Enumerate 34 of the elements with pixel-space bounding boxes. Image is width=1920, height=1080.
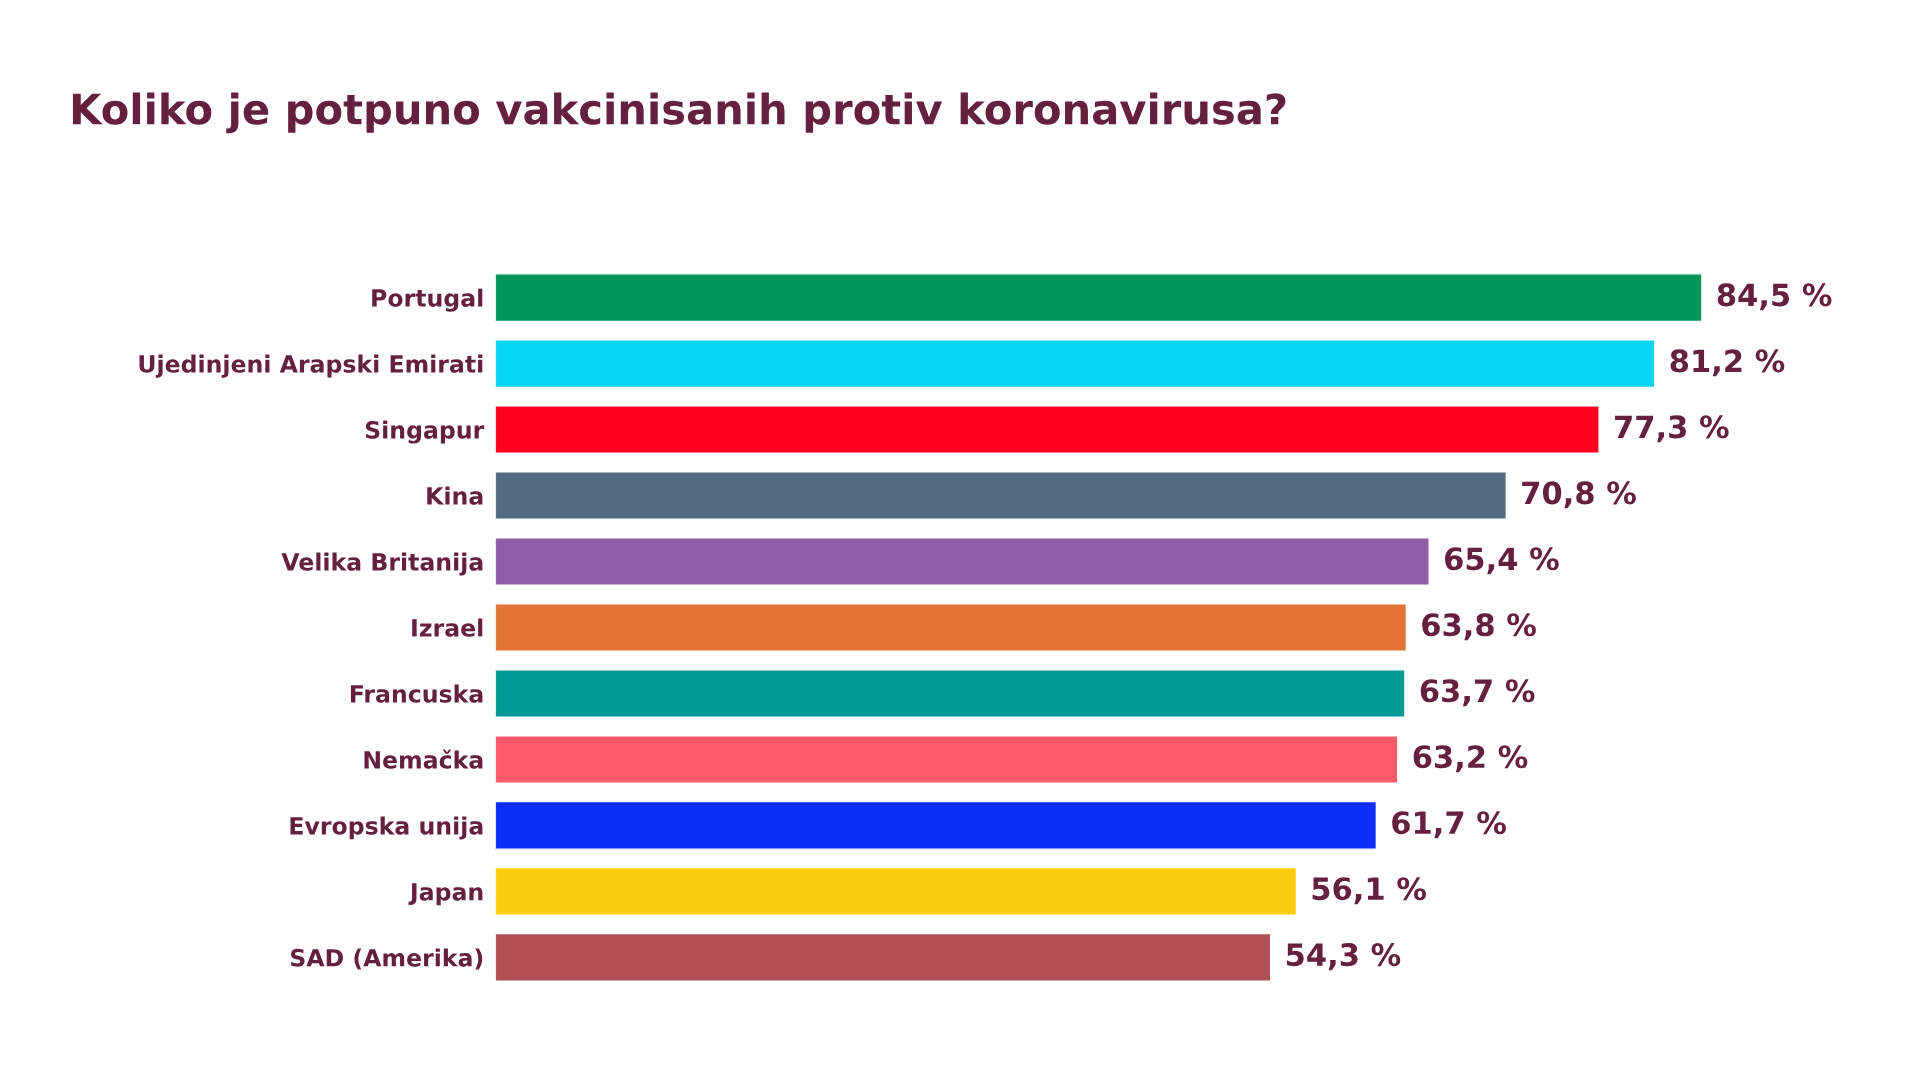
data-label: 61,7 % [1392, 811, 1506, 839]
bar [495, 603, 1408, 652]
data-label: 63,7 % [1420, 679, 1535, 707]
data-label: 84,5 % [1717, 283, 1832, 311]
y-tick-label: Singapur [365, 420, 485, 444]
y-tick-label: SAD (Amerika) [291, 948, 483, 970]
bar [495, 273, 1703, 323]
y-tick-label: Japan [408, 883, 483, 906]
y-tick-label: Portugal [372, 288, 483, 312]
bar [495, 734, 1399, 784]
bar [495, 866, 1298, 916]
bar [495, 471, 1508, 520]
data-label: 56,1 % [1312, 877, 1426, 905]
bar [495, 669, 1406, 718]
data-label: 70,8 % [1522, 481, 1636, 509]
data-label: 65,4 % [1444, 547, 1559, 575]
bar [495, 537, 1430, 586]
data-label: 81,2 % [1670, 349, 1785, 377]
data-label: 63,8 % [1422, 613, 1536, 641]
y-tick-label: Izrael [412, 618, 483, 637]
data-label: 77,3 % [1615, 415, 1729, 443]
chart-title: Koliko je potpuno vakcinisanih protiv koronavirusa? [72, 92, 1286, 134]
y-tick-label: Francuska [350, 684, 483, 703]
y-tick-label: Ujedinjeni Arapski Emirati [139, 354, 483, 378]
bar [495, 339, 1656, 389]
data-label: 63,2 % [1413, 745, 1528, 773]
y-tick-label: Nemačka [364, 749, 483, 769]
y-tick-label: Kina [427, 486, 483, 505]
bar [495, 800, 1378, 850]
y-tick-label: Evropska unija [290, 816, 483, 840]
bar [495, 405, 1600, 454]
bar [495, 932, 1272, 982]
data-label: 54,3 % [1286, 943, 1401, 971]
y-tick-label: Velika Britanija [281, 552, 483, 576]
